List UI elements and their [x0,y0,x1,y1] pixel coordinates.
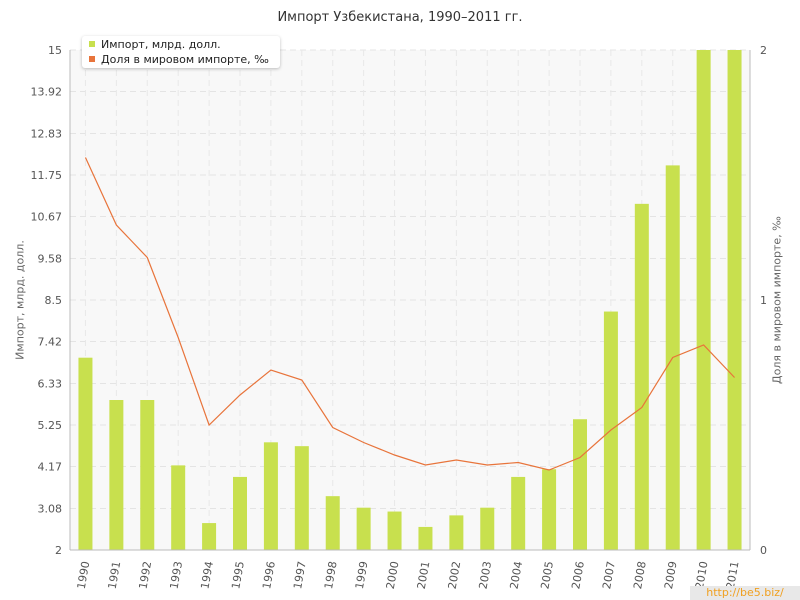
grid [70,49,750,550]
bar [171,465,186,550]
watermark-link[interactable]: http://be5.biz/ [690,586,800,600]
x-tick-labels: 1990 1991 1992 1993 1994 1995 1996 1997 1998 1999… [75,560,742,590]
y-axis-label-right: Доля в мировом импорте, ‰ [770,216,784,384]
bar [387,511,402,550]
bar [294,446,309,550]
x-tick-label: 2003 [477,560,495,590]
legend: Импорт, млрд. долл. Доля в мировом импор… [82,36,280,68]
x-tick-label: 2008 [631,560,649,590]
legend-label-share: Доля в мировом импорте, ‰ [101,53,269,66]
y-tick-label: 10.67 [31,211,63,224]
x-tick-label: 1993 [167,560,185,590]
share-line [84,157,735,471]
bar [449,515,464,550]
x-tick-label: 2011 [724,560,742,590]
y-tick-label: 11.75 [31,169,63,182]
bar [140,400,155,550]
chart-title: Импорт Узбекистана, 1990–2011 гг. [277,10,523,25]
bar [511,476,526,550]
y-right-tick-labels: 0 1 2 [760,44,767,557]
bar [573,419,587,550]
y-tick-labels: 2 3.08 4.17 5.25 6.33 7.42 8.5 9.58 10.67 11.75 12… [31,44,63,557]
x-tick-label: 1999 [353,560,371,590]
y-right-tick-label: 2 [760,44,767,57]
bar [542,469,557,550]
bar [696,50,711,550]
y-tick-label: 13.92 [31,86,63,99]
y-tick-label: 7.42 [38,336,63,349]
y-tick-label: 2 [55,544,62,557]
y-axis-label: Импорт, млрд. долл. [13,240,27,360]
x-tick-label: 2000 [384,560,402,590]
x-tick-label: 2005 [538,560,556,590]
bar [727,50,742,550]
legend-label-import: Импорт, млрд. долл. [101,38,221,51]
y-tick-label: 15 [48,44,62,57]
x-tick-label: 1997 [291,560,309,590]
x-tick-label: 2002 [446,560,464,590]
bar [325,496,340,550]
x-tick-label: 1990 [75,560,93,590]
legend-item-share[interactable]: Доля в мировом импорте, ‰ [89,53,269,67]
y-right-tick-label: 1 [760,294,767,307]
axes [69,50,751,551]
y-tick-label: 8.5 [45,294,63,307]
bar [480,507,495,550]
legend-item-import[interactable]: Импорт, млрд. долл. [89,38,221,52]
y-tick-label: 6.33 [38,377,63,390]
y-tick-label: 5.25 [38,419,63,432]
line-series [84,157,735,471]
y-tick-label: 9.58 [38,252,63,265]
legend-swatch-share [89,56,95,62]
x-tick-label: 1995 [229,560,247,590]
y-tick-label: 12.83 [31,127,63,140]
x-tick-label: 1992 [137,560,155,590]
legend-swatch-import [89,41,95,47]
y-tick-label: 3.08 [38,502,63,515]
bar [233,476,247,550]
bar [418,526,433,550]
x-tick-label: 2006 [569,560,587,590]
bar [78,357,93,550]
x-tick-label: 1994 [198,560,216,590]
bar [263,442,278,550]
x-tick-label: 2010 [693,560,711,590]
bar [356,507,371,550]
y-tick-label: 4.17 [38,461,63,474]
x-tick-label: 1996 [260,560,278,590]
y-right-tick-label: 0 [760,544,767,557]
x-tick-label: 1998 [322,560,340,590]
x-tick-label: 1991 [106,560,124,590]
bar [202,523,217,550]
bar [634,203,649,550]
x-tick-label: 2009 [662,560,680,590]
x-tick-label: 2001 [415,560,433,590]
bars [78,50,742,550]
x-tick-label: 2004 [507,560,525,590]
bar [109,400,124,550]
x-tick-label: 2007 [600,560,618,590]
